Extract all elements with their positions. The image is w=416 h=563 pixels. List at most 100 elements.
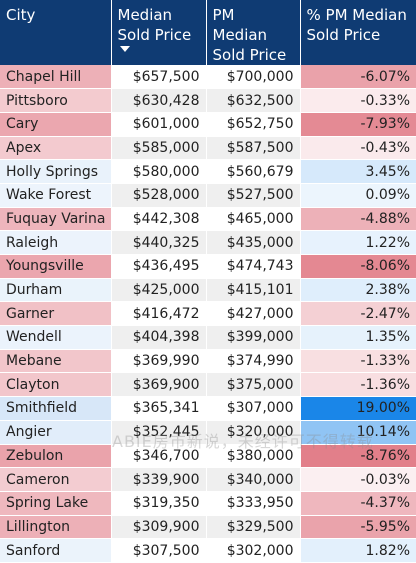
cell-pm-median: $340,000 [206, 467, 301, 492]
cell-city: Cary [0, 112, 112, 137]
table-row[interactable]: Smithfield $365,341 $307,000 19.00% [0, 396, 416, 421]
cell-pm-median: $333,950 [206, 491, 301, 516]
cell-pct: 2.38% [300, 278, 416, 303]
table-row[interactable]: Durham $425,000 $415,101 2.38% [0, 278, 416, 303]
cell-pct: -4.88% [300, 207, 416, 232]
cell-city: Mebane [0, 349, 112, 374]
cell-city: Smithfield [0, 396, 112, 421]
cell-pm-median: $399,000 [206, 325, 301, 350]
cell-median: $440,325 [111, 230, 207, 255]
cell-city: Zebulon [0, 444, 112, 469]
cell-city: Apex [0, 136, 112, 161]
cell-pm-median: $380,000 [206, 444, 301, 469]
table-header: City Median Sold Price PM Median Sold Pr… [0, 0, 416, 65]
cell-pm-median: $560,679 [206, 159, 301, 184]
cell-pm-median: $374,990 [206, 349, 301, 374]
cell-city: Raleigh [0, 230, 112, 255]
column-header-label: City [6, 6, 36, 24]
table-row[interactable]: Cary $601,000 $652,750 -7.93% [0, 112, 416, 137]
table-row[interactable]: Holly Springs $580,000 $560,679 3.45% [0, 159, 416, 184]
cell-city: Sanford [0, 538, 112, 563]
table-row[interactable]: Wake Forest $528,000 $527,500 0.09% [0, 183, 416, 208]
cell-median: $369,900 [111, 372, 207, 398]
cell-city: Chapel Hill [0, 65, 112, 90]
cell-pm-median: $587,500 [206, 136, 301, 161]
column-header-median[interactable]: Median Sold Price [111, 0, 207, 65]
cell-city: Fuquay Varina [0, 207, 112, 232]
cell-city: Cameron [0, 467, 112, 492]
column-header-label: Median Sold Price [117, 6, 192, 44]
cell-pm-median: $307,000 [206, 396, 301, 421]
cell-median: $346,700 [111, 444, 207, 469]
cell-pm-median: $435,000 [206, 230, 301, 255]
table-row[interactable]: Clayton $369,900 $375,000 -1.36% [0, 372, 416, 398]
cell-pct: -2.47% [300, 301, 416, 327]
table-row[interactable]: Chapel Hill $657,500 $700,000 -6.07% [0, 65, 416, 90]
table-row[interactable]: Apex $585,000 $587,500 -0.43% [0, 136, 416, 161]
table-row[interactable]: Lillington $309,900 $329,500 -5.95% [0, 515, 416, 540]
cell-city: Clayton [0, 372, 112, 398]
cell-pm-median: $652,750 [206, 112, 301, 137]
table-row[interactable]: Pittsboro $630,428 $632,500 -0.33% [0, 88, 416, 113]
cell-median: $339,900 [111, 467, 207, 492]
cell-city: Garner [0, 301, 112, 327]
column-header-label: PM Median Sold Price [212, 6, 287, 64]
table-row[interactable]: Youngsville $436,495 $474,743 -8.06% [0, 254, 416, 279]
header-row: City Median Sold Price PM Median Sold Pr… [0, 0, 416, 65]
cell-pct: -7.93% [300, 112, 416, 137]
cell-pct: -8.76% [300, 444, 416, 469]
table-row[interactable]: Raleigh $440,325 $435,000 1.22% [0, 230, 416, 255]
cell-pct: 1.35% [300, 325, 416, 350]
table-row[interactable]: Zebulon $346,700 $380,000 -8.76% [0, 444, 416, 469]
cell-median: $630,428 [111, 88, 207, 113]
cell-median: $369,990 [111, 349, 207, 374]
cell-pm-median: $329,500 [206, 515, 301, 540]
cell-city: Youngsville [0, 254, 112, 279]
table-row[interactable]: Cameron $339,900 $340,000 -0.03% [0, 467, 416, 492]
cell-median: $425,000 [111, 278, 207, 303]
cell-city: Spring Lake [0, 491, 112, 516]
cell-pct: -4.37% [300, 491, 416, 516]
cell-pm-median: $632,500 [206, 88, 301, 113]
cell-median: $442,308 [111, 207, 207, 232]
cell-city: Holly Springs [0, 159, 112, 184]
cell-median: $352,445 [111, 420, 207, 445]
cell-pct: -6.07% [300, 65, 416, 90]
cell-pm-median: $474,743 [206, 254, 301, 279]
cell-pm-median: $415,101 [206, 278, 301, 303]
column-header-pm-median[interactable]: PM Median Sold Price [206, 0, 301, 65]
cell-pct: 19.00% [300, 396, 416, 421]
cell-city: Lillington [0, 515, 112, 540]
table-row[interactable]: Spring Lake $319,350 $333,950 -4.37% [0, 491, 416, 516]
cell-median: $309,900 [111, 515, 207, 540]
table-row[interactable]: Garner $416,472 $427,000 -2.47% [0, 301, 416, 327]
cell-city: Wake Forest [0, 183, 112, 208]
cell-pm-median: $427,000 [206, 301, 301, 327]
cell-city: Wendell [0, 325, 112, 350]
cell-pct: -8.06% [300, 254, 416, 279]
column-header-pct[interactable]: % PM Median Sold Price [300, 0, 416, 65]
cell-median: $657,500 [111, 65, 207, 90]
cell-pm-median: $375,000 [206, 372, 301, 398]
table-row[interactable]: Angier $352,445 $320,000 10.14% [0, 420, 416, 445]
cell-pct: -0.03% [300, 467, 416, 492]
cell-city: Durham [0, 278, 112, 303]
cell-median: $436,495 [111, 254, 207, 279]
table-row[interactable]: Mebane $369,990 $374,990 -1.33% [0, 349, 416, 374]
sort-down-arrow-icon[interactable] [119, 46, 130, 52]
table-row[interactable]: Sanford $307,500 $302,000 1.82% [0, 538, 416, 563]
cell-city: Angier [0, 420, 112, 445]
column-header-city[interactable]: City [0, 0, 112, 65]
table-row[interactable]: Fuquay Varina $442,308 $465,000 -4.88% [0, 207, 416, 232]
cell-median: $528,000 [111, 183, 207, 208]
cell-city: Pittsboro [0, 88, 112, 113]
cell-pm-median: $302,000 [206, 538, 301, 563]
cell-median: $585,000 [111, 136, 207, 161]
cell-pct: -5.95% [300, 515, 416, 540]
cell-pm-median: $465,000 [206, 207, 301, 232]
cell-pct: 3.45% [300, 159, 416, 184]
cell-pct: -1.33% [300, 349, 416, 374]
table-row[interactable]: Wendell $404,398 $399,000 1.35% [0, 325, 416, 350]
cell-median: $416,472 [111, 301, 207, 327]
